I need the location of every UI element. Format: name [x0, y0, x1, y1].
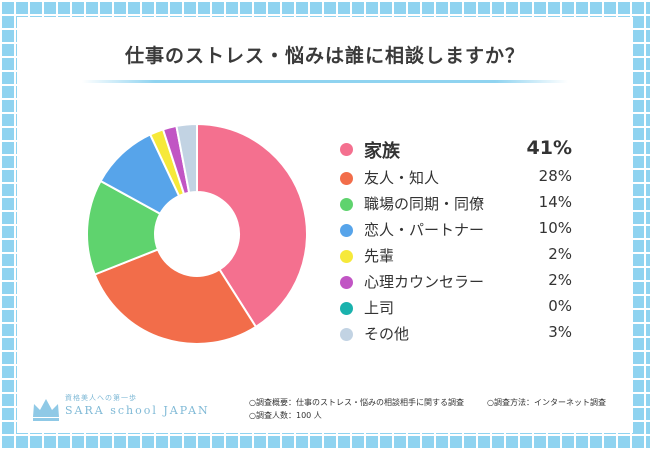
legend-swatch: [340, 302, 353, 315]
legend-swatch: [340, 328, 353, 341]
legend-label: 恋人・パートナー: [364, 221, 485, 239]
legend-item-friends: 友人・知人 28%: [340, 167, 572, 193]
legend-swatch: [340, 224, 353, 237]
footnote-count: ○調査人数：100 人: [249, 411, 322, 420]
legend-item-colleagues: 職場の同期・同僚 14%: [340, 193, 572, 219]
legend-swatch: [340, 198, 353, 211]
legend-value: 3%: [548, 323, 572, 341]
logo-tagline: 資格美人への第一歩: [65, 394, 137, 402]
legend-value: 10%: [538, 219, 572, 237]
legend-value: 0%: [548, 297, 572, 315]
footnote-method: ○調査方法：インターネット調査: [487, 398, 606, 407]
crown-icon: [33, 399, 59, 421]
legend-value: 14%: [538, 193, 572, 211]
footnote-survey: ○調査概要：仕事のストレス・悩みの相談相手に関する調査: [249, 398, 464, 407]
legend-swatch: [340, 250, 353, 263]
legend: 家族 41% 友人・知人 28% 職場の同期・同僚 14% 恋人・パートナー 1…: [340, 134, 572, 349]
legend-value: 41%: [526, 137, 572, 159]
chart-title: 仕事のストレス・悩みは誰に相談しますか？: [124, 45, 525, 67]
title-underline: [82, 80, 568, 83]
legend-swatch: [340, 276, 353, 289]
legend-label: 友人・知人: [364, 169, 440, 187]
legend-label: その他: [364, 325, 410, 343]
legend-swatch: [340, 143, 353, 156]
legend-swatch: [340, 172, 353, 185]
legend-item-counselor: 心理カウンセラー 2%: [340, 271, 572, 297]
legend-item-partner: 恋人・パートナー 10%: [340, 219, 572, 245]
legend-value: 2%: [548, 245, 572, 263]
legend-item-other: その他 3%: [340, 323, 572, 349]
legend-value: 28%: [538, 167, 572, 185]
legend-label: 心理カウンセラー: [364, 273, 485, 291]
legend-item-senior: 先輩 2%: [340, 245, 572, 271]
donut-slice: [175, 122, 198, 194]
donut-chart: [86, 122, 308, 345]
sara-school-logo: 資格美人への第一歩 SARA school JAPAN: [31, 391, 208, 423]
legend-value: 2%: [548, 271, 572, 289]
donut-slice: [93, 248, 258, 345]
legend-item-family: 家族 41%: [340, 134, 572, 167]
legend-label: 上司: [364, 299, 395, 317]
chart-card: 仕事のストレス・悩みは誰に相談しますか？ 家族 41% 友人・知人 28% 職場…: [17, 17, 633, 433]
logo-brand: SARA school JAPAN: [65, 404, 210, 417]
legend-label: 職場の同期・同僚: [364, 195, 485, 213]
legend-label: 家族: [364, 141, 400, 162]
legend-label: 先輩: [364, 247, 395, 265]
legend-item-boss: 上司 0%: [340, 297, 572, 323]
